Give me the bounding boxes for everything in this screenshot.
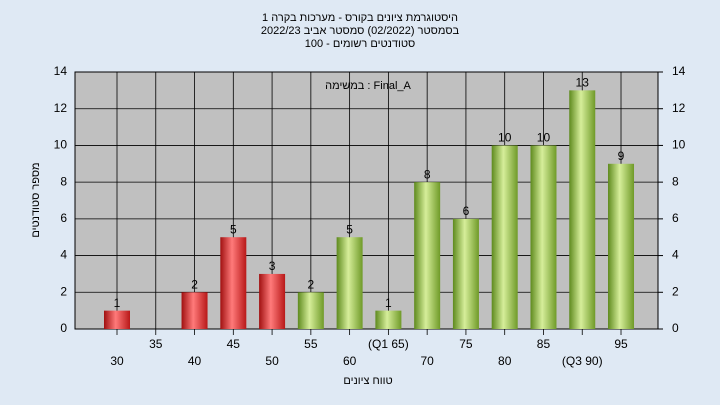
bar	[530, 145, 557, 329]
value-label: 2	[308, 277, 315, 291]
value-label: 13	[576, 76, 590, 90]
y-tick-label: 6	[60, 211, 67, 225]
bar	[491, 145, 518, 329]
bar	[181, 292, 208, 329]
x-tick-label: 85	[537, 337, 551, 351]
value-label: 6	[463, 204, 470, 218]
value-label: 5	[230, 222, 237, 236]
x-tick-label: 80	[498, 354, 512, 368]
bar	[259, 273, 286, 329]
y2-tick-label: 10	[672, 138, 686, 152]
x-tick-label: 40	[188, 354, 202, 368]
y-tick-label: 0	[60, 321, 67, 335]
y-axis-label: מספר סטודנטים	[30, 162, 42, 237]
value-label: 5	[346, 222, 353, 236]
bar	[297, 292, 324, 329]
y2-tick-label: 4	[672, 248, 679, 262]
chart-subtitle: סטודנטים רשומים - 100	[305, 38, 416, 50]
y2-tick-label: 6	[672, 211, 679, 225]
y-tick-label: 4	[60, 248, 67, 262]
value-label: 2	[191, 277, 198, 291]
value-label: 3	[269, 259, 276, 273]
bar	[375, 310, 402, 329]
y2-tick-label: 14	[672, 64, 686, 78]
y-tick-label: 2	[60, 284, 67, 298]
x-tick-label: 45	[227, 337, 241, 351]
x-tick-label: (Q3 90)	[562, 354, 603, 368]
value-label: 10	[537, 131, 551, 145]
bar	[569, 90, 596, 329]
bar	[104, 310, 130, 329]
annotation: במשימה : Final_A	[325, 80, 411, 92]
chart-title: היסטוגרמת ציונים בקורס - מערכות בקרה 1	[262, 12, 458, 24]
y-tick-label: 8	[60, 174, 67, 188]
bar	[336, 237, 363, 329]
y-tick-label: 10	[54, 138, 68, 152]
value-label: 8	[424, 167, 431, 181]
value-label: 1	[385, 296, 392, 310]
y2-tick-label: 8	[672, 174, 679, 188]
x-tick-label: 55	[304, 337, 318, 351]
plot-area	[74, 71, 659, 330]
x-tick-label: 95	[614, 337, 628, 351]
value-label: 1	[114, 296, 121, 310]
y2-tick-label: 2	[672, 284, 679, 298]
value-label: 9	[618, 149, 625, 163]
value-label: 10	[498, 131, 512, 145]
x-tick-label: 75	[459, 337, 473, 351]
bar	[452, 218, 479, 329]
x-tick-label: 35	[149, 337, 163, 351]
y-tick-label: 12	[54, 101, 68, 115]
x-tick-label: 60	[343, 354, 357, 368]
x-axis-label: טווח ציונים	[343, 375, 392, 387]
y2-tick-label: 0	[672, 321, 679, 335]
y-tick-label: 14	[54, 64, 68, 78]
y2-tick-label: 12	[672, 101, 686, 115]
bar	[608, 163, 635, 329]
x-tick-label: 30	[110, 354, 124, 368]
x-tick-label: (Q1 65)	[368, 337, 409, 351]
chart-subtitle: בסמסטר (02/2022) סמסטר אביב 2022/23	[261, 25, 460, 37]
x-tick-label: 50	[265, 354, 279, 368]
bar	[414, 182, 441, 329]
x-tick-label: 70	[420, 354, 434, 368]
bar	[220, 237, 247, 329]
